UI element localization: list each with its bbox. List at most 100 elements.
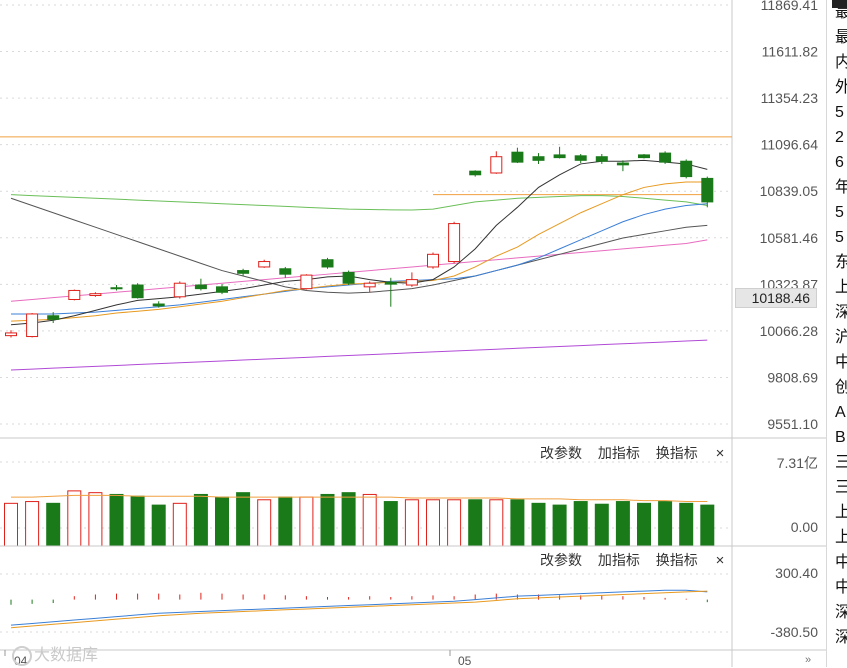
volume-bar bbox=[362, 493, 377, 547]
candle-body bbox=[427, 253, 439, 268]
candle-body bbox=[26, 313, 39, 338]
side-panel-char: 创 bbox=[835, 379, 847, 396]
candle-body bbox=[216, 286, 228, 293]
volume-bar bbox=[320, 493, 335, 547]
side-panel-char: 上 bbox=[835, 279, 847, 296]
volume-bar bbox=[341, 492, 356, 547]
dif-line bbox=[10, 589, 708, 626]
candle-body bbox=[448, 223, 461, 263]
price-tick-label: 10066.28 bbox=[760, 323, 819, 339]
candle-body bbox=[131, 284, 144, 299]
side-panel-char: 中 bbox=[835, 579, 847, 596]
side-panel-char: 东 bbox=[835, 254, 847, 271]
candle-body bbox=[574, 155, 587, 161]
price-tick-label: 9551.10 bbox=[767, 416, 818, 432]
candle-body bbox=[490, 156, 503, 174]
switch-indicator-button[interactable]: 换指标 bbox=[655, 445, 698, 461]
edit-params-button[interactable]: 改参数 bbox=[540, 445, 582, 461]
side-panel-char: A bbox=[835, 404, 846, 421]
macd-toolbar: 改参数 加指标 换指标 × bbox=[540, 550, 724, 570]
side-panel-char: 年 bbox=[835, 179, 847, 196]
volume-axis-label: 7.31亿 bbox=[777, 455, 818, 471]
side-panel-char: 2 bbox=[835, 129, 844, 146]
side-panel-char: 深 bbox=[835, 629, 847, 646]
side-panel-char: 中 bbox=[835, 354, 847, 371]
candle-body bbox=[5, 332, 17, 337]
volume-bar bbox=[573, 501, 588, 547]
switch-indicator-button[interactable]: 换指标 bbox=[655, 552, 698, 568]
candle-body bbox=[173, 282, 186, 298]
panel-frames bbox=[0, 437, 826, 656]
green-line bbox=[10, 194, 708, 211]
purple-line bbox=[10, 339, 708, 371]
price-tick-label: 11354.23 bbox=[761, 90, 819, 106]
volume-bar bbox=[383, 501, 398, 547]
volume-bar bbox=[468, 499, 483, 547]
add-indicator-button[interactable]: 加指标 bbox=[597, 552, 640, 568]
watermark-text: 大数据库 bbox=[34, 647, 99, 664]
side-panel-char: B bbox=[835, 429, 846, 446]
macd-axis-label: 300.40 bbox=[775, 565, 818, 581]
candle-body bbox=[595, 156, 608, 162]
macd-bars bbox=[10, 589, 708, 629]
volume-bar bbox=[510, 499, 525, 547]
volume-bars bbox=[4, 490, 715, 547]
volume-bar bbox=[299, 496, 314, 547]
side-panel-char: 5 bbox=[835, 204, 844, 221]
volume-bar bbox=[615, 501, 630, 547]
ma20-line bbox=[11, 203, 708, 315]
edit-params-button[interactable]: 改参数 bbox=[540, 552, 582, 568]
side-panel-char: 5 bbox=[835, 104, 844, 121]
dea-line bbox=[10, 590, 708, 629]
date-label: 05 bbox=[458, 654, 472, 668]
watermark-logo-icon bbox=[12, 645, 32, 666]
side-panel-char: 深 bbox=[835, 304, 847, 321]
pink-line bbox=[10, 239, 708, 302]
side-panel-char: 最 bbox=[835, 4, 847, 21]
candle-body bbox=[47, 315, 60, 320]
volume-bar bbox=[46, 502, 61, 547]
candle-body bbox=[680, 160, 693, 178]
volume-bar bbox=[215, 496, 229, 547]
candle-body bbox=[279, 268, 292, 275]
volume-bar bbox=[4, 502, 18, 547]
volume-bar bbox=[278, 496, 293, 547]
volume-bar bbox=[404, 499, 419, 547]
side-panel-char: 深 bbox=[835, 604, 847, 621]
volume-bar bbox=[426, 499, 440, 547]
side-panel-char: 上 bbox=[835, 529, 847, 546]
close-icon[interactable]: × bbox=[715, 445, 725, 462]
candle-body bbox=[405, 279, 418, 286]
volume-bar bbox=[130, 495, 145, 547]
volume-axis-label: 0.00 bbox=[791, 519, 818, 535]
candle-body bbox=[616, 162, 629, 166]
price-tick-label: 11869.41 bbox=[761, 0, 819, 13]
price-tick-label: 11096.64 bbox=[761, 137, 819, 153]
volume-bar bbox=[257, 499, 272, 547]
side-panel-char: 上 bbox=[835, 504, 847, 521]
ma10-line bbox=[10, 181, 708, 322]
side-panel-char: 三 bbox=[835, 479, 847, 496]
side-panel-char: 外 bbox=[835, 79, 847, 96]
candle-body bbox=[638, 154, 650, 159]
volume-bar bbox=[193, 493, 208, 547]
candle-body bbox=[237, 270, 250, 274]
side-panel-char: 三 bbox=[835, 454, 847, 471]
candle-body bbox=[321, 259, 334, 268]
volume-toolbar: 改参数 加指标 换指标 × bbox=[540, 443, 724, 463]
scroll-right-icon[interactable]: » bbox=[805, 654, 812, 666]
candle-body bbox=[701, 177, 714, 203]
macd-axis-label: -380.50 bbox=[771, 624, 819, 640]
add-indicator-button[interactable]: 加指标 bbox=[597, 445, 640, 461]
candle-body bbox=[342, 271, 355, 284]
side-panel-cap bbox=[832, 0, 847, 8]
side-panel-char: 沪 bbox=[835, 329, 847, 346]
candle-body bbox=[68, 289, 81, 300]
volume-bar bbox=[172, 502, 187, 547]
candle-body bbox=[152, 303, 165, 307]
price-tick-label: 9808.69 bbox=[767, 369, 818, 385]
close-icon[interactable]: × bbox=[715, 552, 725, 569]
candle-body bbox=[659, 152, 672, 163]
